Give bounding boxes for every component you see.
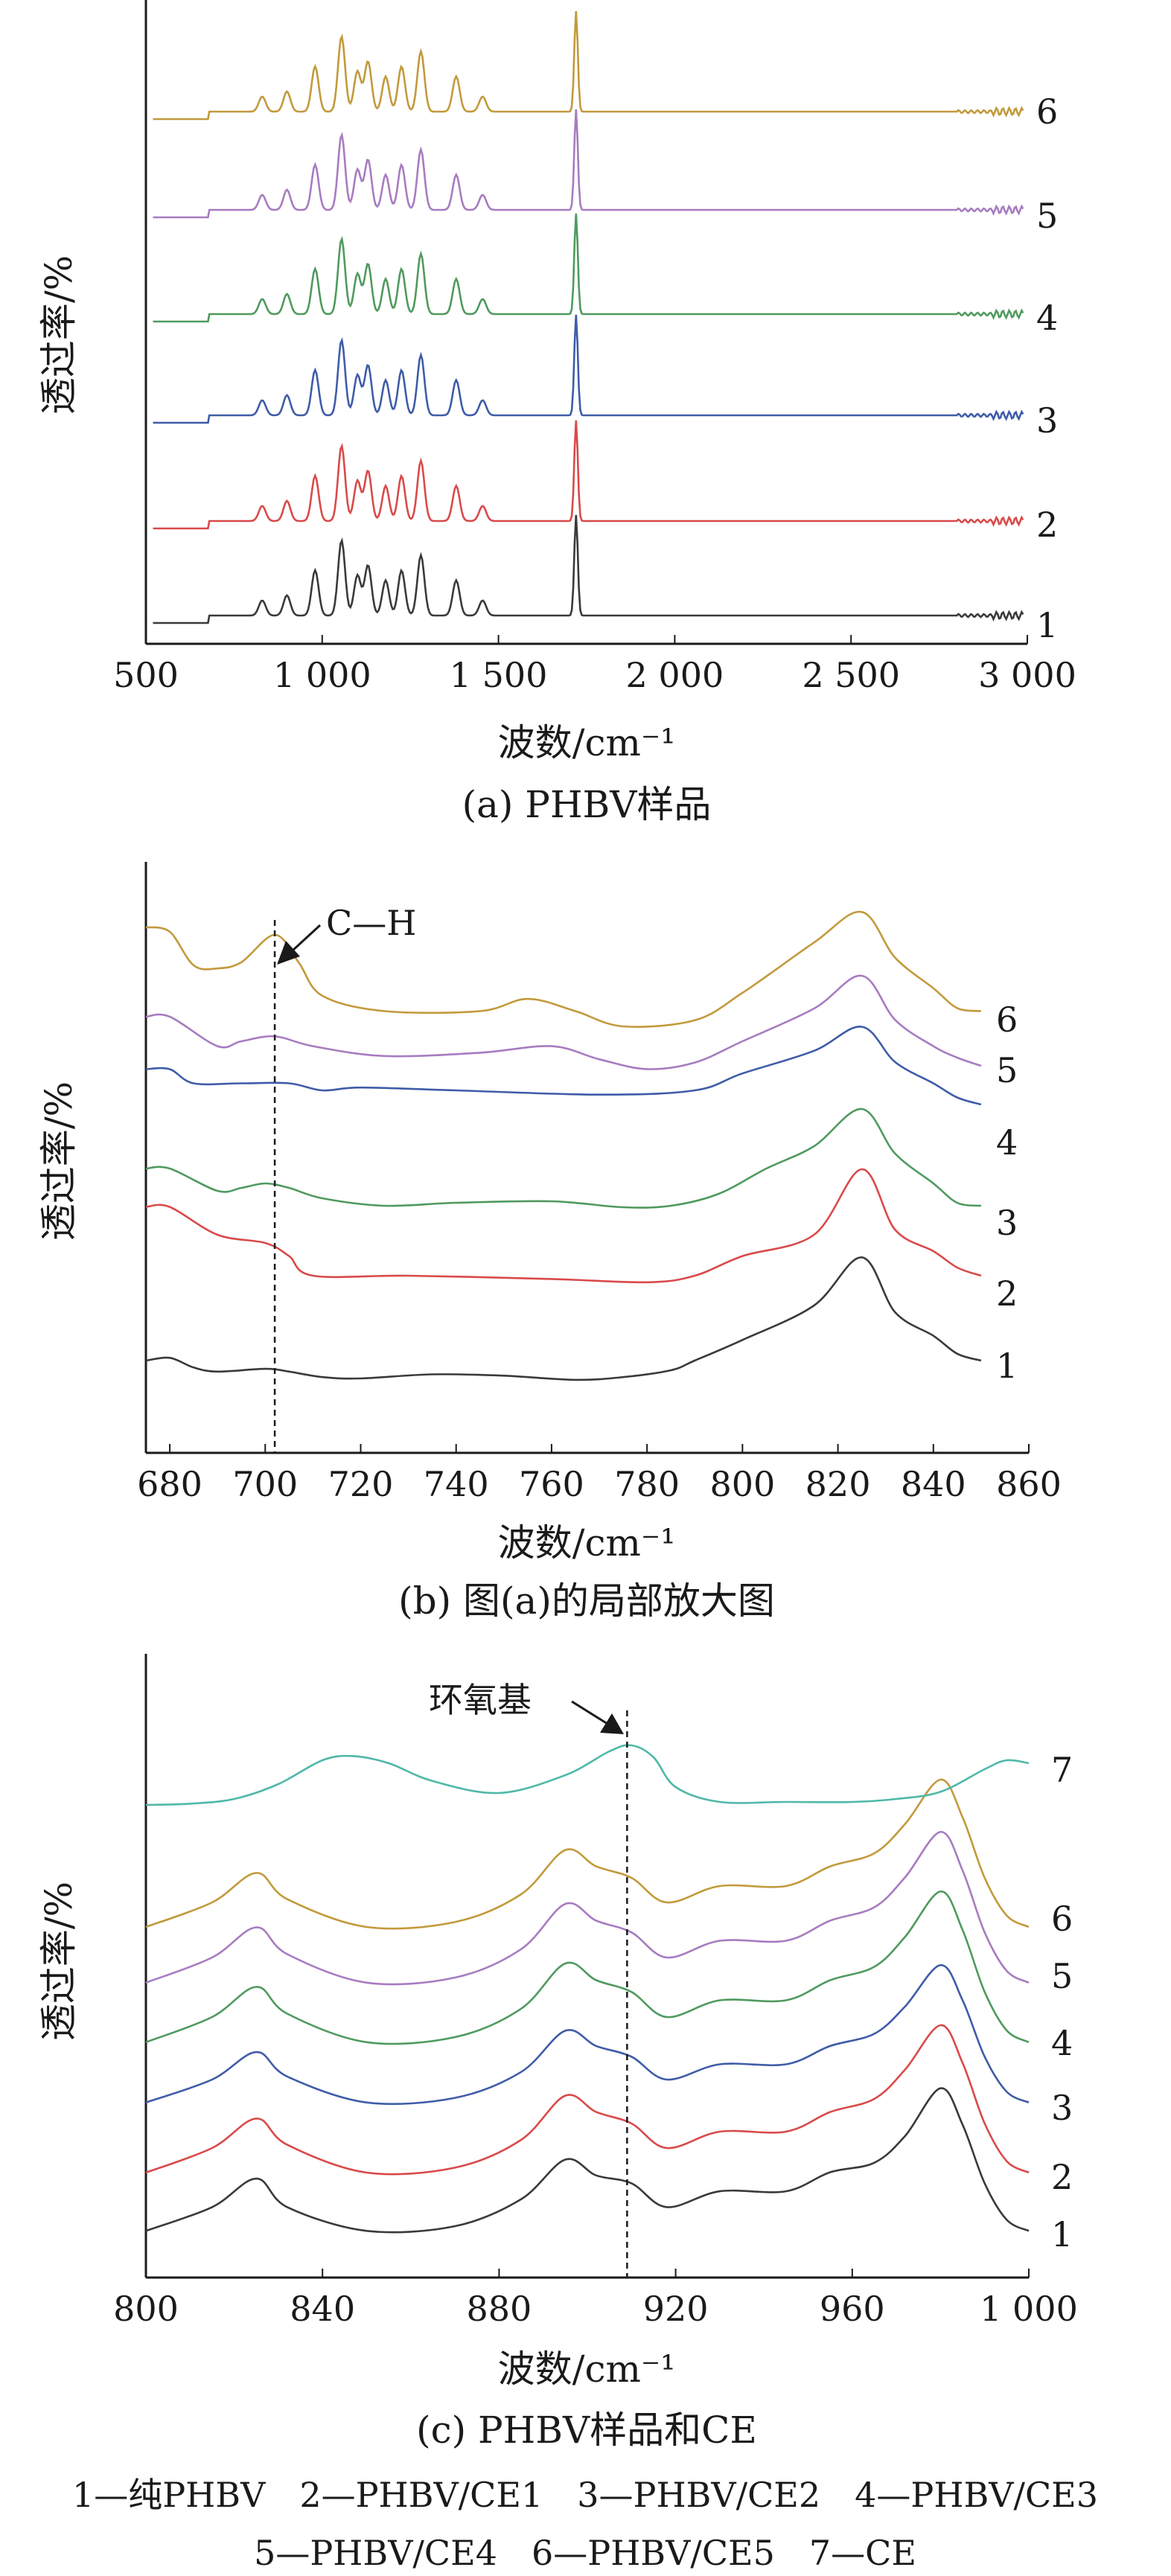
panel-a-y-label: 透过率/% (37, 255, 80, 415)
panel-b-x-tick-label: 760 (519, 1464, 584, 1504)
panel-a-series-3 (153, 314, 1024, 424)
panel-c-series-2 (145, 2024, 1030, 2176)
panel-a-series-labels: 1 2 3 4 5 6 (1036, 92, 1058, 645)
panel-a-x-tick-label: 1 500 (450, 655, 548, 695)
panel-b-x-tick-label: 720 (328, 1464, 394, 1504)
panel-c-x-tick-label: 1 000 (980, 2289, 1078, 2329)
panel-b-x-tick-label: 840 (901, 1464, 966, 1504)
panel-b-x-tick-label: 700 (232, 1464, 298, 1504)
panel-b: 680 700 720 740 760 780 800 820 840 860 1 2 3 4 5 6 C—… (37, 862, 1062, 1623)
panel-c-x-tick-label: 960 (820, 2289, 885, 2329)
panel-c-x-tick-label: 800 (113, 2289, 179, 2329)
panel-c-series-label-5: 5 (1051, 1956, 1073, 1996)
panel-b-x-tick-label: 860 (996, 1464, 1062, 1504)
panel-a-series-label-4: 4 (1036, 298, 1058, 338)
panel-b-caption: (b) 图(a)的局部放大图 (398, 1579, 775, 1623)
panel-b-series-labels: 1 2 3 4 5 6 (996, 1000, 1018, 1386)
panel-b-series-label-2: 2 (996, 1273, 1018, 1314)
panel-a-x-tick-label: 1 000 (273, 655, 371, 695)
panel-b-x-label: 波数/cm⁻¹ (498, 1521, 676, 1565)
panel-b-series-5 (145, 974, 982, 1070)
panel-c: 800 840 880 920 960 1 000 1 2 3 4 5 6 7 环氧基 透过率/% 波… (37, 1654, 1078, 2452)
panel-b-series-label-5: 5 (996, 1050, 1018, 1090)
panel-a-series-label-6: 6 (1036, 92, 1058, 132)
panel-a-series (153, 10, 1024, 624)
panel-b-series-label-1: 1 (996, 1346, 1018, 1386)
panel-c-series-5 (145, 1831, 1030, 1986)
panel-c-series-4 (145, 1891, 1030, 2045)
panel-c-series-label-1: 1 (1051, 2214, 1073, 2254)
panel-c-x-tick-label: 840 (290, 2289, 355, 2329)
panel-a-series-label-5: 5 (1036, 196, 1058, 236)
panel-a-x-tick-label: 3 000 (978, 655, 1076, 695)
panel-c-series (145, 1744, 1030, 2234)
panel-b-series-label-4: 4 (996, 1122, 1018, 1163)
panel-b-series (145, 910, 982, 1381)
panel-a-caption: (a) PHBV样品 (462, 783, 712, 826)
panel-c-series-label-7: 7 (1051, 1750, 1073, 1790)
panel-a-series-6 (153, 10, 1024, 121)
panel-b-series-2 (145, 1168, 982, 1284)
panel-a-series-label-3: 3 (1036, 400, 1058, 441)
panel-c-epoxy-marker (571, 1700, 628, 2278)
panel-c-ticks: 800 840 880 920 960 1 000 (113, 2269, 1078, 2329)
panel-a-series-1 (153, 514, 1024, 624)
panel-b-arrow-head (277, 941, 300, 965)
panel-c-series-labels: 1 2 3 4 5 6 7 (1051, 1750, 1073, 2254)
legend-line-1: 1—纯PHBV 2—PHBV/CE1 3—PHBV/CE2 4—PHBV/CE3 (72, 2475, 1098, 2515)
panel-c-x-tick-label: 920 (643, 2289, 709, 2329)
panel-c-series-3 (145, 1964, 1030, 2106)
panel-c-x-label: 波数/cm⁻¹ (498, 2348, 676, 2391)
panel-a: 500 1 000 1 500 2 000 2 500 3 000 1 2 3 4 5 6 透过率/… (37, 0, 1076, 826)
panel-b-series-label-6: 6 (996, 1000, 1018, 1040)
panel-c-series-label-4: 4 (1051, 2023, 1073, 2063)
panel-a-x-tick-label: 2 500 (802, 655, 900, 695)
panel-a-series-4 (153, 213, 1024, 323)
panel-c-annotation: 环氧基 (429, 1680, 532, 1720)
panel-b-y-label: 透过率/% (37, 1081, 80, 1241)
panel-b-series-6 (145, 910, 982, 1028)
panel-c-series-6 (145, 1778, 1030, 1930)
panel-a-series-label-2: 2 (1036, 505, 1058, 545)
panel-b-x-tick-label: 780 (614, 1464, 680, 1504)
panel-c-x-tick-label: 880 (466, 2289, 532, 2329)
panel-c-series-7 (145, 1744, 1030, 1806)
panel-b-ch-marker (273, 920, 322, 1453)
panel-a-x-tick-label: 500 (113, 655, 179, 695)
panel-a-x-tick-label: 2 000 (626, 655, 724, 695)
panel-c-caption: (c) PHBV样品和CE (416, 2409, 757, 2452)
legend: 1—纯PHBV 2—PHBV/CE1 3—PHBV/CE2 4—PHBV/CE3… (72, 2475, 1098, 2573)
panel-b-series-3 (145, 1108, 982, 1209)
panel-a-ticks: 500 1 000 1 500 2 000 2 500 3 000 (113, 635, 1076, 695)
panel-b-x-tick-label: 820 (805, 1464, 871, 1504)
panel-a-series-label-1: 1 (1036, 605, 1058, 645)
panel-b-ticks: 680 700 720 740 760 780 800 820 840 860 (137, 1444, 1062, 1504)
panel-b-series-label-3: 3 (996, 1203, 1018, 1243)
panel-c-series-label-2: 2 (1051, 2157, 1073, 2197)
panel-a-series-5 (153, 109, 1024, 219)
panel-c-series-label-3: 3 (1051, 2088, 1073, 2128)
panel-a-x-label: 波数/cm⁻¹ (498, 721, 676, 764)
panel-c-arrow-head (600, 1713, 624, 1734)
panel-b-annotation: C—H (326, 903, 416, 943)
panel-c-y-label: 透过率/% (37, 1882, 80, 2041)
panel-b-arrow-shaft (290, 924, 322, 953)
panel-a-series-2 (153, 420, 1024, 530)
panel-b-series-1 (145, 1256, 982, 1381)
panel-c-arrow-shaft (571, 1700, 608, 1725)
panel-c-series-label-6: 6 (1051, 1899, 1073, 1939)
panel-b-x-tick-label: 740 (424, 1464, 489, 1504)
panel-c-series-1 (145, 2087, 1030, 2234)
panel-b-x-tick-label: 680 (137, 1464, 202, 1504)
panel-b-series-4 (145, 1026, 982, 1106)
legend-line-2: 5—PHBV/CE4 6—PHBV/CE5 7—CE (254, 2533, 916, 2573)
panel-b-x-tick-label: 800 (709, 1464, 775, 1504)
